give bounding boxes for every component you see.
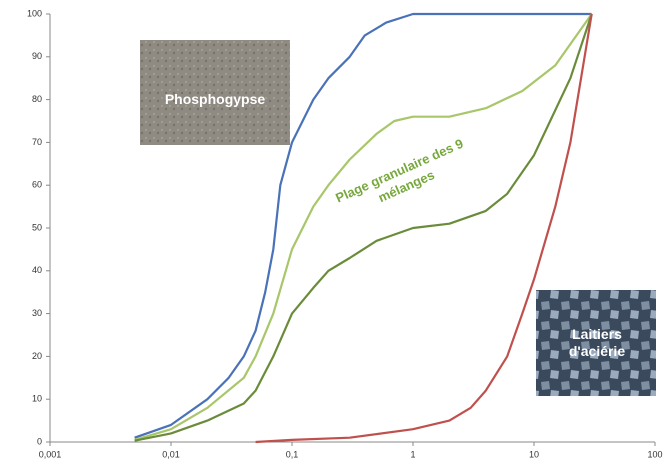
annotation: Phosphogypse: [165, 91, 266, 107]
x-tick-label: 0,1: [286, 449, 299, 459]
y-tick-label: 40: [32, 265, 42, 275]
chart: 0 10 20 30 40 50 60 70 80 90 100 0,001 0,01 0,1 1 10 100…: [0, 0, 671, 462]
y-tick-label: 20: [32, 351, 42, 361]
x-tick-label: 0,001: [39, 449, 62, 459]
y-tick-label: 0: [37, 436, 42, 446]
x-tick-label: 1: [410, 449, 415, 459]
annotation-line: Phosphogypse: [165, 91, 266, 107]
x-tick-label: 10: [529, 449, 539, 459]
x-tick-label: 0,01: [162, 449, 180, 459]
annotation-line: Laitiers: [572, 326, 622, 342]
y-tick-label: 100: [27, 8, 42, 18]
y-tick-label: 10: [32, 394, 42, 404]
y-tick-label: 60: [32, 180, 42, 190]
y-tick-label: 70: [32, 137, 42, 147]
y-tick-label: 80: [32, 94, 42, 104]
x-tick-label: 100: [647, 449, 662, 459]
annotation: Plage granulaire des 9mélanges: [333, 136, 472, 221]
y-tick-label: 50: [32, 222, 42, 232]
y-tick-label: 90: [32, 51, 42, 61]
annotation-line: d'aciérie: [569, 343, 625, 359]
y-tick-label: 30: [32, 308, 42, 318]
